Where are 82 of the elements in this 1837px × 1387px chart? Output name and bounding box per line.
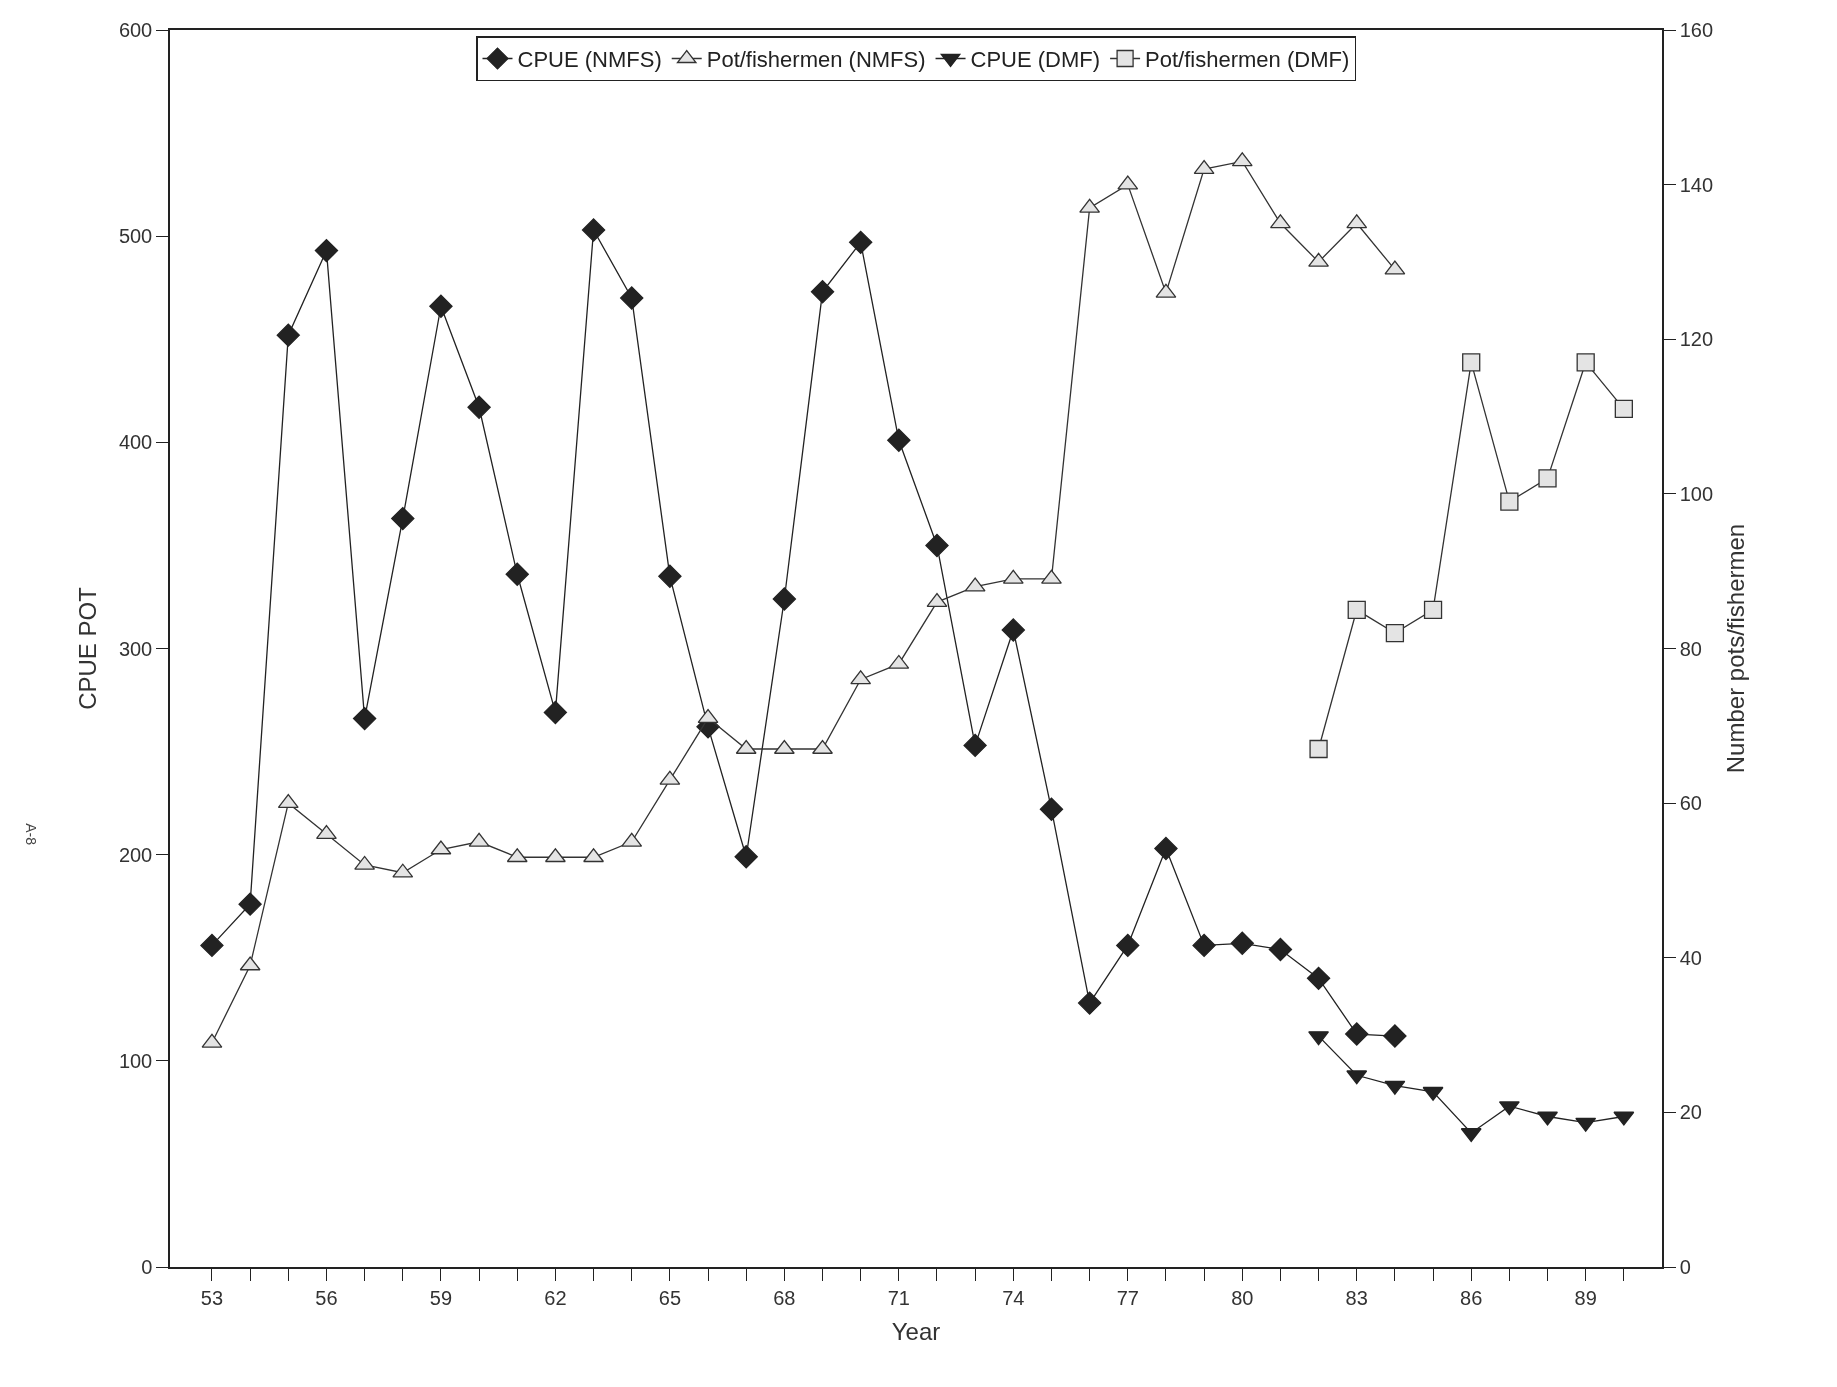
point	[238, 892, 262, 916]
point	[505, 562, 529, 586]
y2-tick-label: 20	[1679, 1101, 1702, 1124]
point	[1383, 1024, 1407, 1048]
legend-label: Pot/fishermen (DMF)	[1145, 47, 1350, 73]
y-tick-label: 600	[118, 19, 153, 41]
point	[276, 323, 300, 347]
x-tick-label: 53	[200, 1286, 224, 1309]
y-tick-label: 200	[118, 843, 153, 866]
point	[772, 587, 797, 611]
y-tick-label: 500	[118, 225, 153, 248]
point	[734, 845, 758, 869]
point	[1041, 569, 1062, 584]
x-tick-label: 71	[887, 1286, 910, 1309]
point	[314, 238, 339, 263]
x-tick-label: 56	[315, 1286, 338, 1309]
point	[658, 564, 682, 589]
point	[925, 533, 949, 558]
y-axis-title: CPUE POT	[74, 586, 102, 710]
y2-tick-label: 160	[1679, 19, 1714, 41]
y2-tick-label: 100	[1679, 482, 1714, 505]
point	[1347, 600, 1366, 619]
y2-tick-label: 0	[1679, 1256, 1691, 1278]
y2-tick-label: 60	[1679, 792, 1702, 815]
text: A-8	[22, 823, 39, 846]
point	[1077, 991, 1102, 1015]
point	[467, 395, 491, 419]
legend-label: CPUE (DMF)	[970, 47, 1101, 73]
y-tick-label: 400	[118, 431, 153, 454]
x-tick-label: 62	[544, 1286, 567, 1309]
point	[1230, 931, 1254, 956]
point	[848, 230, 873, 255]
x-tick-label: 80	[1231, 1286, 1254, 1309]
x-tick-label: 77	[1116, 1286, 1139, 1309]
point	[620, 286, 644, 310]
point	[1154, 836, 1178, 861]
point	[429, 294, 453, 318]
legend-label: Pot/fishermen (NMFS)	[706, 47, 926, 73]
y2-tick-label: 40	[1679, 946, 1702, 969]
point	[1268, 937, 1293, 962]
x-tick-label: 83	[1345, 1286, 1368, 1309]
point	[810, 280, 835, 304]
y2-axis-title: Number pots/fishermen	[1721, 523, 1749, 774]
x-tick-label: 86	[1460, 1286, 1483, 1309]
point	[1538, 469, 1557, 488]
x-tick-label: 89	[1574, 1286, 1597, 1309]
point	[926, 592, 948, 608]
x-tick-label: 74	[1002, 1286, 1025, 1309]
point	[1423, 600, 1443, 619]
y2-tick-label: 80	[1679, 637, 1702, 660]
point	[1306, 966, 1331, 991]
y-tick-label: 300	[118, 637, 153, 660]
y-tick-label: 0	[141, 1256, 153, 1278]
point	[391, 506, 415, 531]
x-tick-label: 65	[658, 1286, 682, 1309]
x-axis-title: Year	[891, 1317, 941, 1345]
point	[277, 793, 299, 809]
point	[1614, 399, 1633, 418]
point	[1462, 353, 1481, 372]
point	[1116, 933, 1140, 958]
y2-tick-label: 120	[1679, 328, 1714, 351]
point	[1537, 1111, 1558, 1126]
point	[1039, 797, 1064, 822]
point	[1309, 739, 1328, 759]
point	[1385, 623, 1405, 643]
point	[887, 428, 911, 452]
point	[352, 706, 377, 731]
point	[1345, 1022, 1369, 1046]
x-tick-label: 59	[429, 1286, 453, 1309]
point	[543, 700, 568, 725]
point	[1576, 353, 1595, 372]
y-tick-label: 100	[118, 1049, 153, 1072]
point	[812, 739, 833, 754]
point	[200, 933, 224, 958]
legend-label: CPUE (NMFS)	[517, 47, 662, 73]
point	[1001, 618, 1025, 642]
point	[1500, 492, 1519, 511]
y2-tick-label: 140	[1679, 173, 1714, 196]
point	[1192, 933, 1216, 958]
point	[963, 733, 987, 758]
point	[581, 218, 606, 242]
x-tick-label: 68	[773, 1286, 796, 1309]
